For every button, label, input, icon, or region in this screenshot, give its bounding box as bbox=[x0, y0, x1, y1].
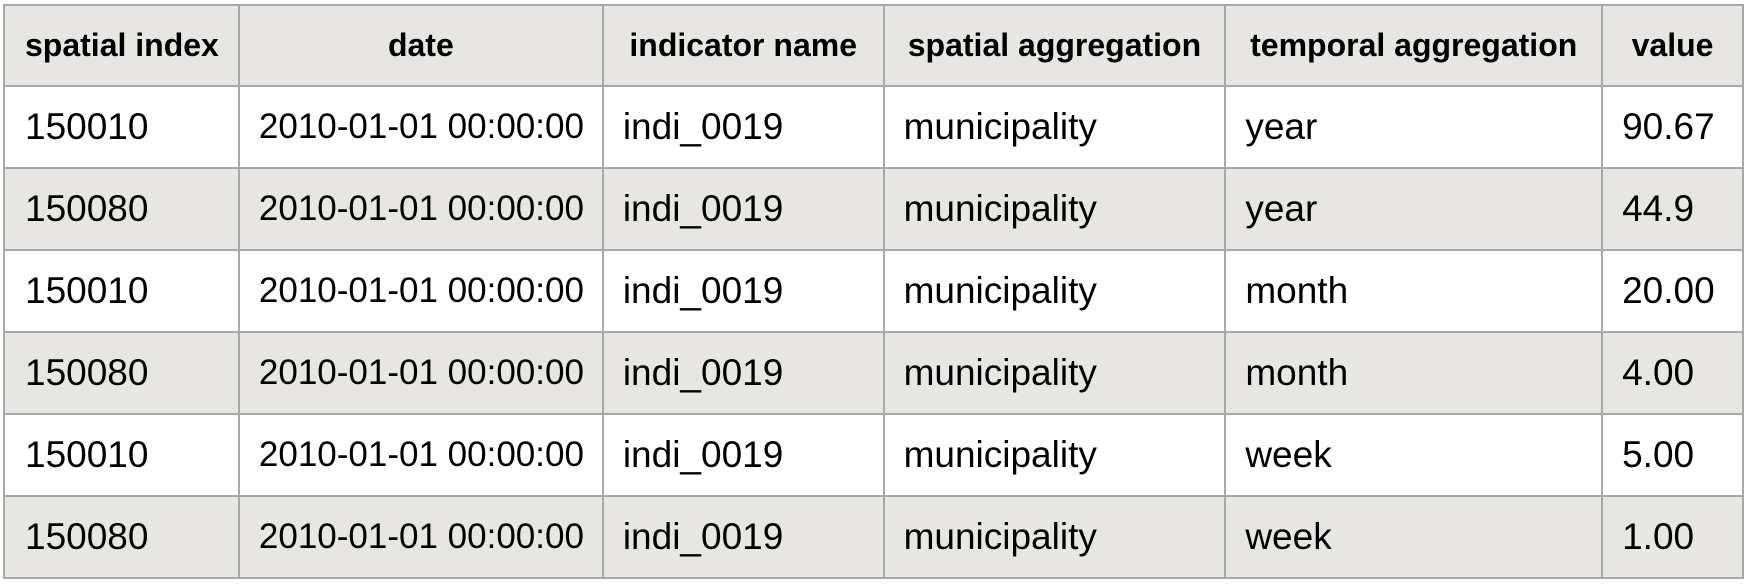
table-row: 150080 2010-01-01 00:00:00 indi_0019 mun… bbox=[3, 167, 1744, 251]
cell-spatial-aggregation: municipality bbox=[882, 167, 1227, 251]
cell-spatial-aggregation: municipality bbox=[882, 331, 1227, 415]
cell-indicator-name: indi_0019 bbox=[601, 331, 885, 415]
header-row: spatial index date indicator name spatia… bbox=[3, 4, 1744, 87]
cell-indicator-name: indi_0019 bbox=[601, 167, 885, 251]
cell-temporal-aggregation: month bbox=[1224, 249, 1604, 333]
cell-date: 2010-01-01 00:00:00 bbox=[237, 249, 604, 333]
cell-spatial-aggregation: municipality bbox=[882, 249, 1227, 333]
indicator-data-table: spatial index date indicator name spatia… bbox=[3, 4, 1744, 579]
cell-date: 2010-01-01 00:00:00 bbox=[237, 413, 604, 497]
column-header-temporal-aggregation: temporal aggregation bbox=[1224, 4, 1604, 87]
column-header-spatial-aggregation: spatial aggregation bbox=[882, 4, 1227, 87]
cell-indicator-name: indi_0019 bbox=[601, 495, 885, 579]
table-row: 150010 2010-01-01 00:00:00 indi_0019 mun… bbox=[3, 85, 1744, 169]
cell-date: 2010-01-01 00:00:00 bbox=[237, 331, 604, 415]
cell-spatial-aggregation: municipality bbox=[882, 495, 1227, 579]
table-row: 150080 2010-01-01 00:00:00 indi_0019 mun… bbox=[3, 495, 1744, 579]
cell-temporal-aggregation: week bbox=[1224, 413, 1604, 497]
cell-date: 2010-01-01 00:00:00 bbox=[237, 167, 604, 251]
cell-spatial-index: 150080 bbox=[3, 167, 240, 251]
column-header-value: value bbox=[1601, 4, 1744, 87]
table-row: 150010 2010-01-01 00:00:00 indi_0019 mun… bbox=[3, 413, 1744, 497]
cell-spatial-index: 150010 bbox=[3, 413, 240, 497]
cell-value: 4.00 bbox=[1601, 331, 1744, 415]
cell-value: 44.9 bbox=[1601, 167, 1744, 251]
cell-temporal-aggregation: month bbox=[1224, 331, 1604, 415]
column-header-spatial-index: spatial index bbox=[3, 4, 240, 87]
cell-value: 90.67 bbox=[1601, 85, 1744, 169]
cell-spatial-index: 150080 bbox=[3, 495, 240, 579]
cell-date: 2010-01-01 00:00:00 bbox=[237, 85, 604, 169]
cell-value: 5.00 bbox=[1601, 413, 1744, 497]
table-row: 150010 2010-01-01 00:00:00 indi_0019 mun… bbox=[3, 249, 1744, 333]
cell-spatial-index: 150010 bbox=[3, 249, 240, 333]
cell-value: 1.00 bbox=[1601, 495, 1744, 579]
column-header-date: date bbox=[237, 4, 604, 87]
cell-spatial-index: 150080 bbox=[3, 331, 240, 415]
cell-spatial-aggregation: municipality bbox=[882, 413, 1227, 497]
cell-spatial-index: 150010 bbox=[3, 85, 240, 169]
cell-indicator-name: indi_0019 bbox=[601, 413, 885, 497]
cell-temporal-aggregation: week bbox=[1224, 495, 1604, 579]
cell-temporal-aggregation: year bbox=[1224, 167, 1604, 251]
cell-temporal-aggregation: year bbox=[1224, 85, 1604, 169]
cell-value: 20.00 bbox=[1601, 249, 1744, 333]
data-table-container: spatial index date indicator name spatia… bbox=[3, 4, 1744, 579]
cell-indicator-name: indi_0019 bbox=[601, 85, 885, 169]
column-header-indicator-name: indicator name bbox=[601, 4, 885, 87]
cell-indicator-name: indi_0019 bbox=[601, 249, 885, 333]
cell-spatial-aggregation: municipality bbox=[882, 85, 1227, 169]
cell-date: 2010-01-01 00:00:00 bbox=[237, 495, 604, 579]
table-row: 150080 2010-01-01 00:00:00 indi_0019 mun… bbox=[3, 331, 1744, 415]
